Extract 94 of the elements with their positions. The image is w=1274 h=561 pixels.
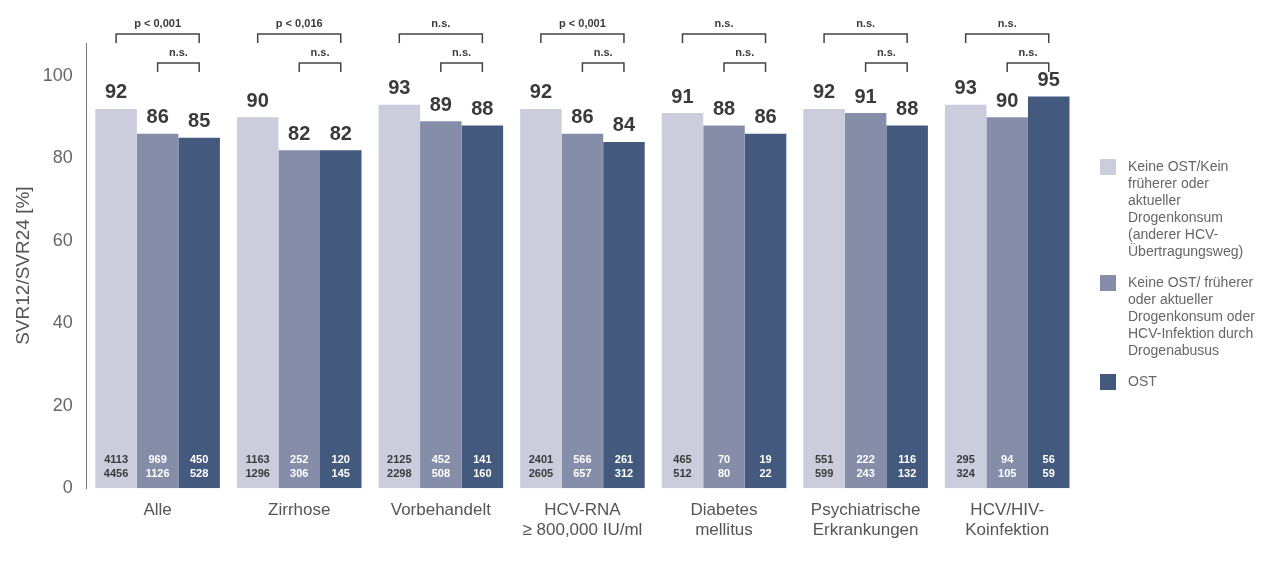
bar bbox=[886, 125, 928, 489]
data-label: 84 bbox=[612, 113, 636, 136]
y-tick-label: 100 bbox=[42, 64, 73, 85]
annotation: 56 59 bbox=[1042, 453, 1055, 480]
data-label: 93 bbox=[954, 76, 977, 99]
annotation: 4113 4456 bbox=[103, 453, 129, 480]
bar bbox=[420, 121, 462, 489]
bar bbox=[661, 113, 704, 489]
bar bbox=[95, 108, 137, 489]
data-label: 82 bbox=[329, 121, 352, 144]
data-label: 86 bbox=[146, 105, 169, 128]
bar bbox=[319, 150, 362, 489]
legend-label: Keine OST/ früherer oder aktueller Drogenkonsum oder HCV-Infektion durch Drogenabusus bbox=[1128, 273, 1256, 359]
bar bbox=[461, 125, 504, 489]
data-label: 86 bbox=[571, 105, 594, 128]
legend-label: OST bbox=[1128, 372, 1157, 390]
annotation: 141 160 bbox=[473, 453, 492, 480]
bar bbox=[603, 141, 645, 489]
text: p < 0,001 bbox=[559, 16, 606, 29]
x-tick-label: Diabetes mellitus bbox=[690, 500, 758, 540]
annotation: 19 22 bbox=[759, 453, 772, 480]
annotation: 295 324 bbox=[956, 453, 976, 480]
y-tick-label: 40 bbox=[52, 312, 73, 333]
data-label: 90 bbox=[996, 88, 1019, 111]
data-label: 86 bbox=[754, 105, 777, 128]
bar bbox=[1027, 96, 1070, 489]
data-label: 92 bbox=[812, 80, 836, 103]
x-tick-label: Zirrhose bbox=[268, 500, 331, 520]
text: n.s. bbox=[856, 16, 876, 29]
y-tick-label: 80 bbox=[52, 147, 73, 168]
bar bbox=[378, 104, 421, 489]
data-label: 88 bbox=[712, 96, 736, 119]
annotation: 116 132 bbox=[897, 453, 917, 480]
annotation: 566 657 bbox=[573, 453, 592, 480]
bar bbox=[986, 117, 1028, 489]
data-label: 88 bbox=[471, 96, 494, 119]
bar bbox=[703, 125, 745, 489]
bar bbox=[803, 108, 845, 489]
annotation: 94 105 bbox=[998, 453, 1017, 480]
text: n.s. bbox=[997, 16, 1017, 29]
text: n.s. bbox=[431, 16, 451, 29]
bar bbox=[844, 113, 887, 489]
annotation: 2125 2298 bbox=[387, 453, 412, 480]
y-axis-title: SVR12/SVR24 [%] bbox=[11, 186, 33, 345]
data-label: 92 bbox=[104, 80, 128, 103]
annotation: 261 312 bbox=[614, 453, 634, 480]
bar bbox=[520, 108, 562, 489]
x-tick-label: Vorbehandelt bbox=[390, 500, 492, 520]
annotation: 252 306 bbox=[290, 453, 309, 480]
x-tick-label: HCV/HIV- Koinfektion bbox=[965, 500, 1050, 540]
bar bbox=[236, 117, 279, 489]
annotation: n.s. bbox=[1018, 45, 1038, 58]
data-label: 93 bbox=[388, 76, 411, 99]
annotation: 2401 2605 bbox=[528, 453, 554, 480]
bar bbox=[136, 133, 179, 489]
data-label: 85 bbox=[188, 109, 211, 132]
data-label: 89 bbox=[429, 92, 452, 115]
annotation: 452 508 bbox=[431, 453, 450, 480]
data-label: 92 bbox=[529, 80, 553, 103]
bar bbox=[944, 104, 987, 489]
data-label: 88 bbox=[896, 96, 919, 119]
y-tick-label: 60 bbox=[52, 229, 73, 250]
data-label: 90 bbox=[246, 88, 269, 111]
data-label: 91 bbox=[671, 84, 694, 107]
y-tick-label: 20 bbox=[52, 394, 73, 415]
bar bbox=[744, 133, 787, 489]
annotation: n.s. bbox=[310, 45, 330, 58]
annotation: 222 243 bbox=[856, 453, 875, 480]
data-label: 91 bbox=[854, 84, 877, 107]
annotation: n.s. bbox=[735, 45, 755, 58]
bar bbox=[178, 137, 220, 489]
annotation: 551 599 bbox=[814, 453, 834, 480]
x-tick-label: HCV-RNA ≥ 800,000 IU/ml bbox=[522, 500, 643, 540]
data-label: 95 bbox=[1037, 68, 1060, 91]
annotation: 1163 1296 bbox=[245, 453, 270, 480]
text: p < 0,016 bbox=[275, 16, 323, 29]
annotation: n.s. bbox=[876, 45, 896, 58]
annotation: 70 80 bbox=[717, 453, 731, 480]
annotation: 969 1126 bbox=[145, 453, 170, 480]
x-tick-label: Alle bbox=[143, 500, 172, 520]
legend-label: Keine OST/Kein früherer oder aktueller Drogenkonsum (anderer HCV-Übertragungsweg) bbox=[1128, 157, 1245, 260]
text: p < 0,001 bbox=[134, 16, 182, 29]
annotation: 465 512 bbox=[673, 453, 692, 480]
annotation: n.s. bbox=[168, 45, 188, 58]
annotation: n.s. bbox=[452, 45, 472, 58]
annotation: n.s. bbox=[593, 45, 613, 58]
data-label: 82 bbox=[288, 121, 311, 144]
bar bbox=[278, 150, 320, 489]
bar bbox=[561, 133, 604, 489]
annotation: 450 528 bbox=[189, 453, 209, 480]
text: n.s. bbox=[714, 16, 734, 29]
x-tick-label: Psychiatrische Erkrankungen bbox=[810, 500, 921, 540]
annotation: 120 145 bbox=[331, 453, 350, 480]
y-tick-label: 0 bbox=[62, 477, 73, 498]
